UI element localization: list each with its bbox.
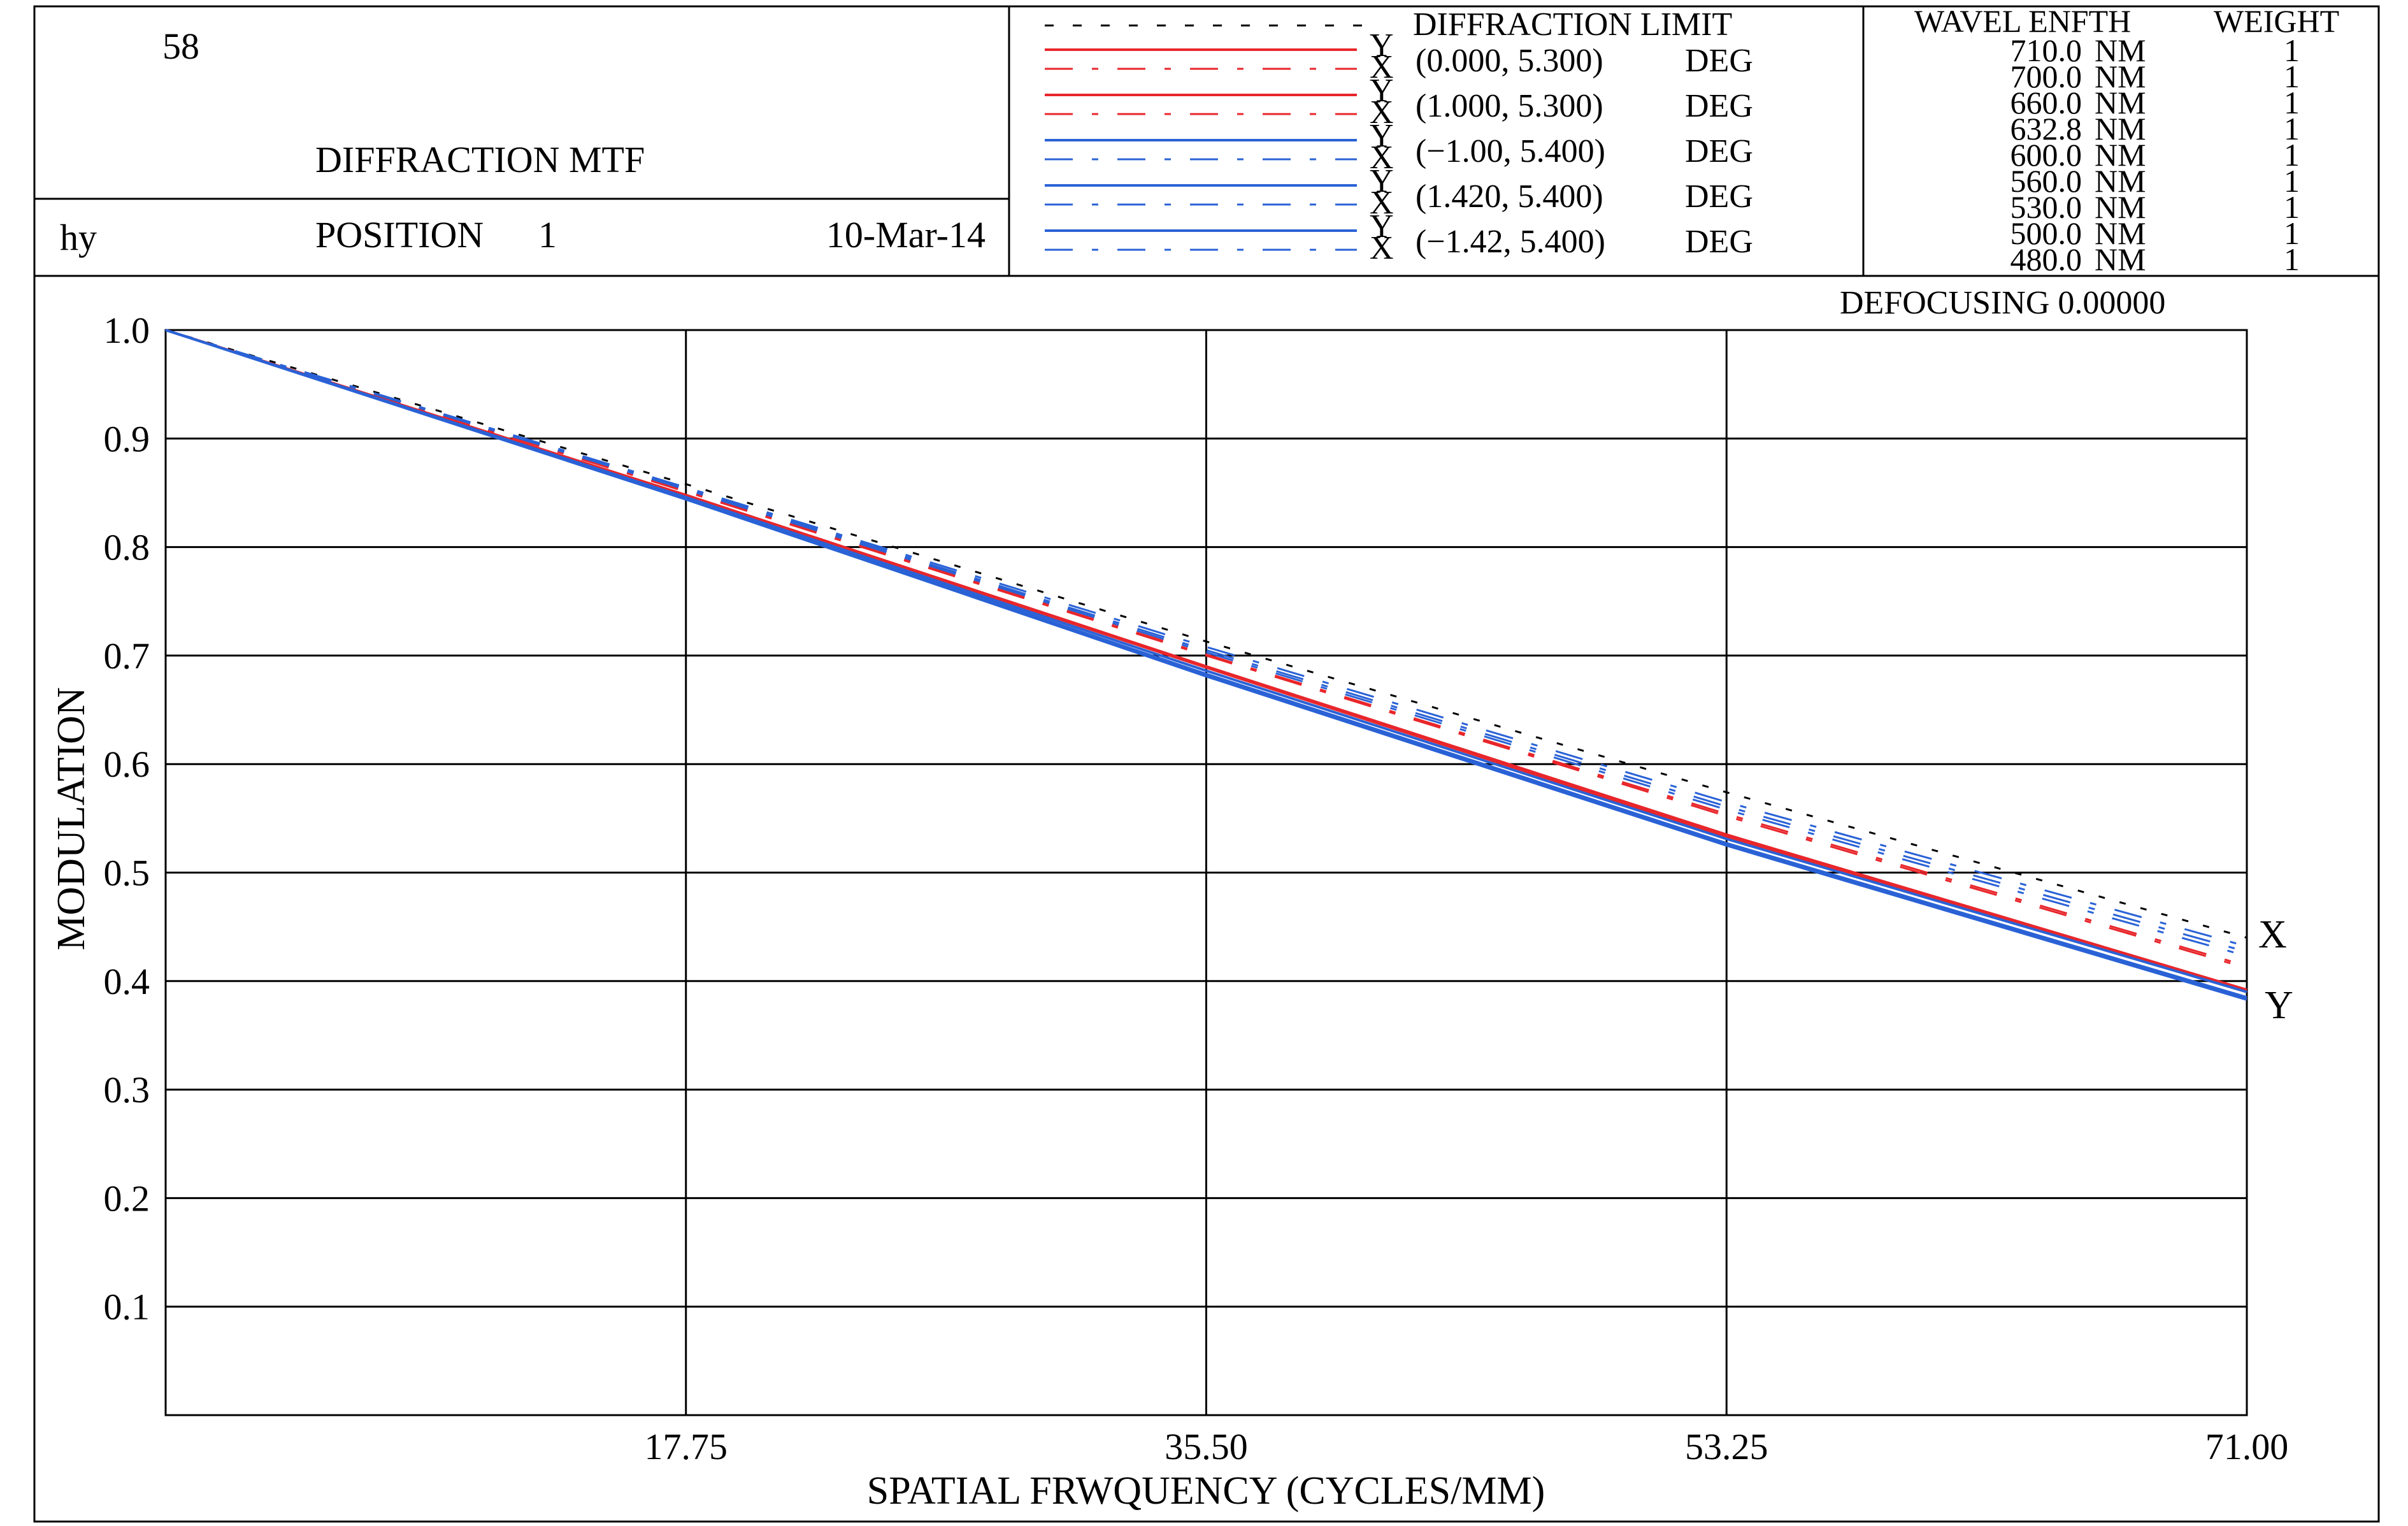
legend-diffraction-label: DIFFRACTION LIMIT <box>1413 6 1732 43</box>
wavelength-unit: NM <box>2095 85 2146 120</box>
legend-field-unit: DEG <box>1685 133 1753 169</box>
plot-grid <box>166 329 2248 1415</box>
y-tick-label: 0.5 <box>104 853 150 894</box>
y-tick-label: 0.9 <box>104 418 150 459</box>
legend-field-unit: DEG <box>1685 43 1753 79</box>
legend-y-marker: Y <box>1370 27 1394 64</box>
wavelength-unit: NM <box>2095 215 2146 251</box>
plot-number: 58 <box>162 25 199 67</box>
legend-field-unit: DEG <box>1685 224 1753 260</box>
legend: DIFFRACTION LIMIT YX (0.000, 5.300) DEGYX(… <box>1045 6 1753 266</box>
legend-x-marker: X <box>1370 49 1394 85</box>
y-tick-label: 1.0 <box>104 310 150 351</box>
defocusing-label: DEFOCUSING 0.00000 <box>1840 285 2165 321</box>
legend-field-coords: (−1.42, 5.400) <box>1415 224 1605 260</box>
series-line-10 <box>165 329 2247 1001</box>
wavelength-weight: 1 <box>2284 189 2300 225</box>
y-tick-label: 0.7 <box>104 635 150 677</box>
outer-frame <box>33 5 2380 1523</box>
legend-x-marker: X <box>1370 185 1394 221</box>
series-line-1 <box>165 329 2247 939</box>
wavelength-unit: NM <box>2095 189 2146 225</box>
wavelength-value: 710.0 <box>2010 32 2082 68</box>
tick-labels: 0.1 0.2 0.3 0.4 0.5 0.6 0.7 0.8 0.9 1.0 17.75 35.50… <box>104 310 2289 1467</box>
y-tick-label: 0.6 <box>104 744 150 785</box>
legend-field-coords: (0.000, 5.300) <box>1415 43 1603 79</box>
wavelength-value: 660.0 <box>2010 85 2082 120</box>
y-tick-label: 0.2 <box>104 1177 150 1219</box>
wavelength-value: 500.0 <box>2010 215 2082 251</box>
y-tick-label: 0.8 <box>104 527 150 568</box>
field-label: hy <box>60 217 97 258</box>
x-tick-label: 71.00 <box>2205 1426 2289 1467</box>
y-axis-label: MODULATION <box>50 687 93 950</box>
wavelength-unit: NM <box>2095 163 2146 199</box>
legend-y-marker: Y <box>1370 208 1394 245</box>
weight-header: WEIGHT <box>2214 3 2339 39</box>
wavelength-value: 600.0 <box>2010 137 2082 173</box>
legend-y-marker: Y <box>1370 73 1394 109</box>
wavelength-value: 700.0 <box>2010 59 2082 94</box>
wavelength-value: 632.8 <box>2010 111 2082 147</box>
position-label: POSITION <box>315 214 484 256</box>
plot-frame <box>164 329 2248 1416</box>
series-line-11 <box>165 329 2247 958</box>
wavelength-weight: 1 <box>2284 32 2300 68</box>
legend-field-coords: (−1.00, 5.400) <box>1415 133 1605 169</box>
wavelength-weight: 1 <box>2284 111 2300 147</box>
wavelength-weight: 1 <box>2284 215 2300 251</box>
series-line-3 <box>165 329 2247 967</box>
wavelength-weight: 1 <box>2284 85 2300 120</box>
wavelength-weight: 1 <box>2284 137 2300 173</box>
y-tick-label: 0.4 <box>104 961 150 1002</box>
series-line-8 <box>165 329 2247 993</box>
end-label-y: Y <box>2265 984 2293 1027</box>
legend-field-unit: DEG <box>1685 88 1753 124</box>
plot-date: 10-Mar-14 <box>826 214 985 256</box>
legend-field-unit: DEG <box>1685 178 1753 215</box>
position-value: 1 <box>538 214 557 256</box>
y-tick-label: 0.3 <box>104 1069 150 1111</box>
x-tick-label: 35.50 <box>1165 1426 1248 1467</box>
legend-x-marker: X <box>1370 230 1394 266</box>
wavelength-unit: NM <box>2095 137 2146 173</box>
wavelength-header: WAVEL ENFTH <box>1914 3 2131 39</box>
wavelength-unit: NM <box>2095 111 2146 147</box>
wavelength-table: WAVEL ENFTH WEIGHT 710.0 NM 1 700.0 NM 1 660.0… <box>1914 3 2339 277</box>
legend-field-coords: (1.000, 5.300) <box>1415 88 1603 124</box>
wavelength-unit: NM <box>2095 59 2146 94</box>
legend-field-coords: (1.420, 5.400) <box>1415 178 1603 215</box>
legend-x-marker: X <box>1370 94 1394 131</box>
x-axis-label: SPATIAL FRWQUENCY (CYCLES/MM) <box>867 1469 1545 1513</box>
wavelength-weight: 1 <box>2284 59 2300 94</box>
wavelength-value: 480.0 <box>2010 241 2082 277</box>
wavelength-value: 530.0 <box>2010 189 2082 225</box>
y-tick-label: 0.1 <box>104 1286 150 1328</box>
wavelength-unit: NM <box>2095 32 2146 68</box>
legend-x-marker: X <box>1370 140 1394 176</box>
x-tick-label: 17.75 <box>645 1426 728 1467</box>
wavelength-unit: NM <box>2095 241 2146 277</box>
wavelength-weight: 1 <box>2284 241 2300 277</box>
series-group <box>165 329 2247 1001</box>
legend-y-marker: Y <box>1370 118 1394 154</box>
legend-y-marker: Y <box>1370 163 1394 199</box>
wavelength-value: 560.0 <box>2010 163 2082 199</box>
end-label-x: X <box>2258 913 2287 956</box>
chart-title: DIFFRACTION MTF <box>315 139 645 180</box>
series-line-5 <box>165 329 2247 969</box>
wavelength-weight: 1 <box>2284 163 2300 199</box>
x-tick-label: 53.25 <box>1685 1426 1768 1467</box>
